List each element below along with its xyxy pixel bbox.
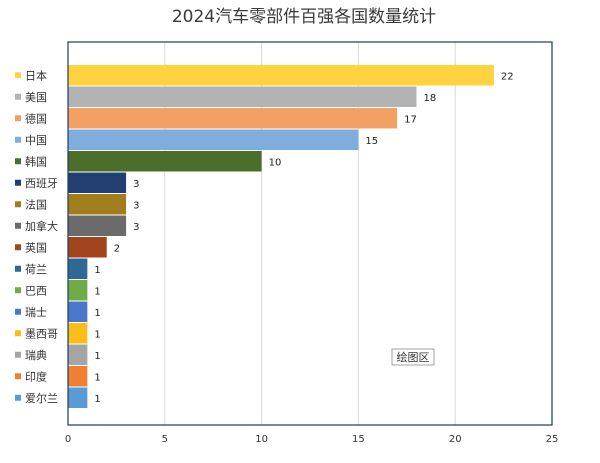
- data-label: 10: [269, 157, 282, 168]
- x-tick-label: 5: [162, 434, 168, 445]
- category-label: 爱尔兰: [25, 392, 58, 405]
- category-label: 墨西哥: [25, 327, 58, 340]
- category-label: 西班牙: [25, 177, 58, 190]
- category-label: 荷兰: [25, 263, 47, 276]
- legend-swatch: [15, 93, 21, 100]
- data-label: 1: [94, 372, 100, 383]
- data-label: 17: [404, 114, 417, 125]
- data-label: 1: [94, 329, 100, 340]
- data-label: 1: [94, 265, 100, 276]
- bars: [68, 65, 494, 408]
- data-label: 3: [133, 200, 139, 211]
- bar: [68, 237, 107, 258]
- data-label: 2: [114, 243, 120, 254]
- bar: [68, 387, 88, 408]
- category-label: 日本: [25, 68, 47, 82]
- x-tick-label: 20: [449, 434, 462, 445]
- category-label: 中国: [25, 134, 47, 147]
- x-tick-label: 15: [352, 434, 365, 445]
- legend-swatch: [15, 351, 21, 358]
- bar: [68, 344, 88, 365]
- bar: [68, 151, 262, 172]
- category-label: 美国: [25, 91, 47, 104]
- legend-swatch: [15, 179, 21, 186]
- bar: [68, 108, 398, 129]
- category-label: 英国: [25, 240, 47, 254]
- value-labels: 22 18 17 15 10 3 3 3 2 1 1 1 1 1 1 1: [94, 71, 513, 405]
- data-label: 1: [94, 394, 100, 405]
- bar: [68, 323, 88, 344]
- x-tick-label: 10: [255, 434, 268, 445]
- category-label: 韩国: [25, 154, 47, 168]
- data-label: 1: [94, 351, 100, 362]
- category-label: 法国: [25, 197, 47, 211]
- data-label: 15: [365, 136, 378, 147]
- plot-area-tag-label: 绘图区: [397, 350, 430, 364]
- legend-swatch: [15, 287, 21, 294]
- legend-swatch: [15, 115, 21, 122]
- legend-swatch: [15, 222, 21, 229]
- legend-swatch: [15, 72, 21, 79]
- category-label: 巴西: [25, 284, 47, 297]
- legend-swatch: [15, 330, 21, 337]
- data-label: 3: [133, 179, 139, 190]
- legend-swatch: [15, 158, 21, 165]
- bar: [68, 194, 127, 215]
- bar: [68, 129, 359, 150]
- bar: [68, 215, 127, 236]
- category-label: 瑞典: [25, 348, 47, 362]
- bar: [68, 280, 88, 301]
- plot-area-frame: [67, 41, 553, 426]
- category-label: 瑞士: [25, 305, 47, 319]
- legend-swatch: [15, 373, 21, 380]
- x-axis-ticks: 0 5 10 15 20 25: [65, 434, 559, 445]
- data-label: 18: [423, 93, 436, 104]
- bar: [68, 172, 127, 193]
- legend-swatch: [15, 244, 21, 251]
- legend-swatch: [15, 136, 21, 143]
- bar: [68, 366, 88, 387]
- category-label: 加拿大: [25, 219, 58, 233]
- bar: [68, 301, 88, 322]
- bar: [68, 86, 417, 107]
- legend-swatch: [15, 201, 21, 208]
- data-label: 22: [501, 71, 514, 82]
- category-label: 德国: [25, 111, 47, 125]
- chart-title: 2024汽车零部件百强各国数量统计: [172, 7, 436, 27]
- x-tick-label: 0: [65, 434, 71, 445]
- plot-area-tag-box: [391, 348, 435, 366]
- category-label: 印度: [25, 369, 47, 383]
- legend-swatch: [15, 265, 21, 272]
- data-label: 1: [94, 286, 100, 297]
- x-tick-label: 25: [546, 434, 559, 445]
- bar: [68, 65, 494, 86]
- plot-area-tag: 绘图区: [391, 348, 435, 366]
- data-label: 1: [94, 308, 100, 319]
- bar: [68, 258, 88, 279]
- legend-swatch: [15, 308, 21, 315]
- data-label: 3: [133, 222, 139, 233]
- legend-swatch: [15, 394, 21, 401]
